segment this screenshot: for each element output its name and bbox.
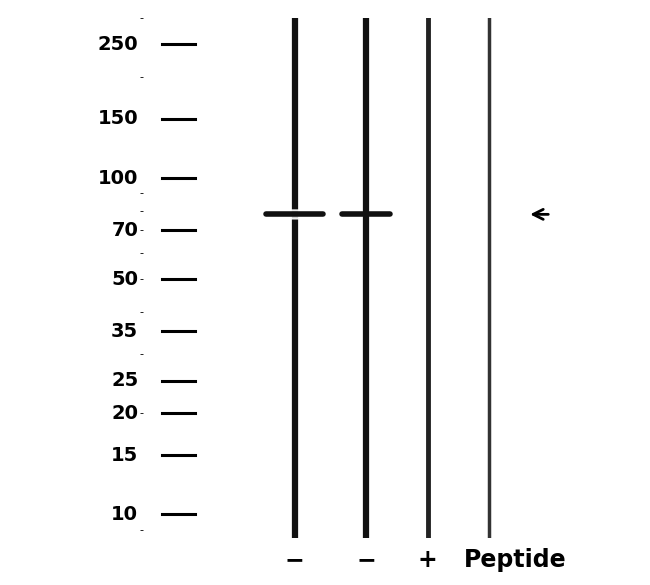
Text: 50: 50 (111, 270, 138, 289)
Text: 15: 15 (111, 446, 138, 464)
Text: −: − (356, 548, 376, 572)
Text: 70: 70 (111, 221, 138, 240)
Text: 35: 35 (111, 322, 138, 341)
Text: 25: 25 (111, 371, 138, 390)
Ellipse shape (252, 210, 337, 219)
Text: 150: 150 (98, 109, 138, 128)
Text: 10: 10 (111, 505, 138, 524)
Text: Peptide: Peptide (464, 548, 567, 572)
Text: −: − (285, 548, 305, 572)
Ellipse shape (271, 210, 318, 219)
Text: 20: 20 (111, 404, 138, 423)
Text: 250: 250 (98, 35, 138, 54)
Text: +: + (418, 548, 437, 572)
Ellipse shape (261, 210, 328, 219)
Text: 100: 100 (98, 168, 138, 188)
